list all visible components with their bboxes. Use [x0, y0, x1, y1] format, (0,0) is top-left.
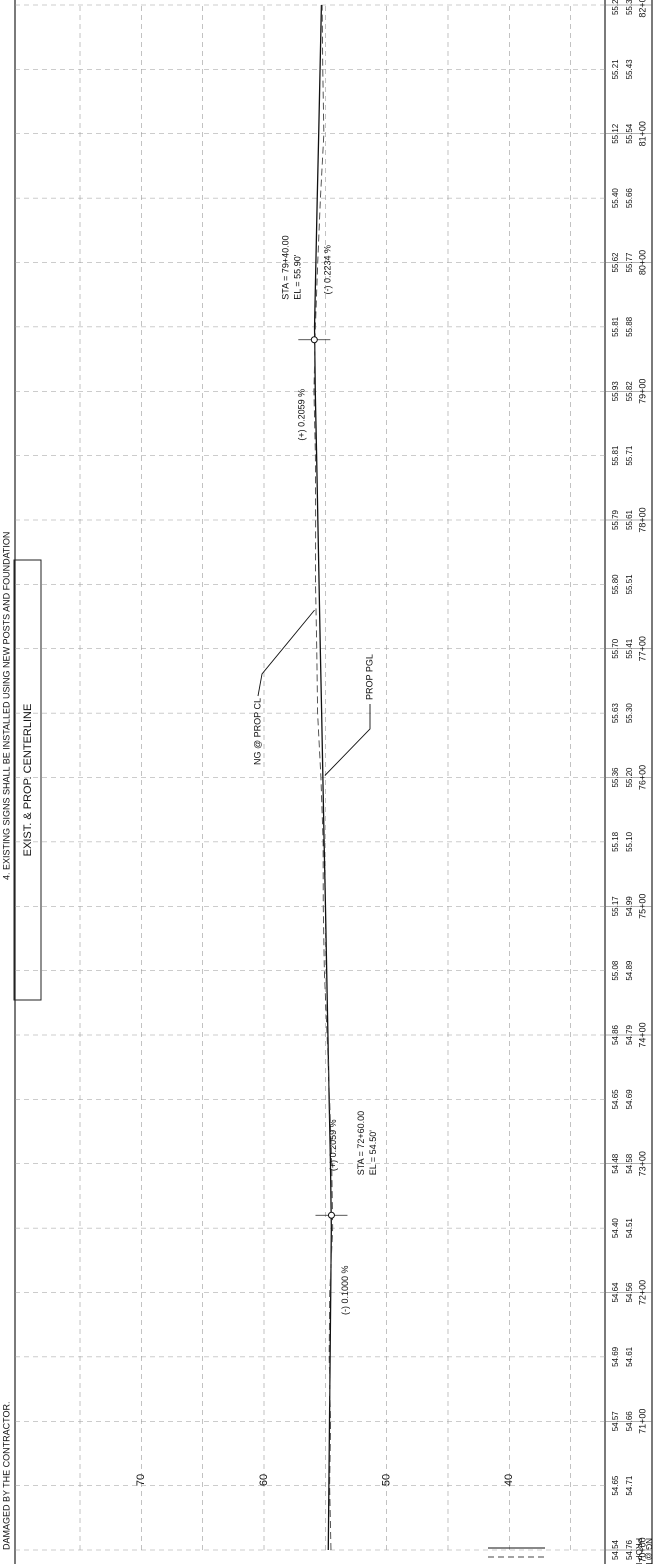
x-tick-label: 75+00 [637, 894, 647, 919]
annotation: NG @ PROP CL [252, 698, 262, 765]
leader [324, 704, 371, 776]
value-label: 55.61 [625, 509, 634, 530]
value-label: 55.80 [611, 574, 620, 595]
value-label: 54.69 [611, 1346, 620, 1367]
value-label: 55.18 [611, 831, 620, 852]
pvi-elevation: EL = 55.90' [293, 254, 303, 299]
x-tick-label: 74+00 [637, 1022, 647, 1047]
value-label: 55.30 [625, 703, 634, 724]
value-label: 55.40 [611, 188, 620, 209]
title-box [13, 559, 42, 1001]
value-label: 54.56 [625, 1282, 634, 1303]
value-label: 54.57 [611, 1411, 620, 1432]
legend-label: NG @ PROP CL [644, 1538, 653, 1564]
x-tick-label: 82+00 [637, 0, 647, 18]
value-label: 55.12 [611, 123, 620, 144]
value-label: 55.77 [625, 252, 634, 273]
value-label: 54.51 [625, 1218, 634, 1239]
value-label: 55.70 [611, 638, 620, 659]
grade-label: (+) 0.2059 % [328, 1119, 338, 1171]
value-label: 55.41 [625, 638, 634, 659]
note: 4. EXISTING SIGNS SHALL BE INSTALLED USI… [1, 532, 11, 880]
grade-label: (-) 0.2234 % [323, 245, 333, 295]
value-label: 55.32 [625, 0, 634, 15]
annotation: PROP PGL [364, 654, 374, 700]
x-tick-label: 71+00 [637, 1409, 647, 1434]
value-label: 55.66 [625, 188, 634, 209]
y-tick-label: 70 [135, 1474, 147, 1486]
series-line [313, 4, 332, 1551]
leader [257, 609, 315, 697]
value-label: 55.93 [611, 381, 620, 402]
value-label: 55.79 [611, 509, 620, 530]
value-label: 55.63 [611, 703, 620, 724]
x-tick-label: 76+00 [637, 765, 647, 790]
value-label: 55.88 [625, 316, 634, 337]
pvi-station: STA = 79+40.00 [281, 235, 291, 299]
x-tick-label: 79+00 [637, 379, 647, 404]
value-label: 54.65 [611, 1089, 620, 1110]
legend: PROP PGLNG @ PROP CL [488, 1538, 653, 1564]
value-label: 54.99 [625, 896, 634, 917]
pvi-elevation: EL = 54.50' [368, 1130, 378, 1175]
x-tick-label: 70+00 [637, 1537, 647, 1562]
y-tick-label: 40 [503, 1474, 515, 1486]
value-label: 55.71 [625, 445, 634, 466]
pvi-station: STA = 72+60.00 [356, 1111, 366, 1175]
x-tick-label: 73+00 [637, 1151, 647, 1176]
value-label: 54.48 [611, 1153, 620, 1174]
value-label: 55.54 [625, 123, 634, 144]
value-label: 54.69 [625, 1089, 634, 1110]
value-label: 55.20 [625, 767, 634, 788]
value-label: 54.58 [625, 1153, 634, 1174]
value-label: 55.10 [625, 831, 634, 852]
pvi-point [310, 336, 318, 344]
note: DAMAGED BY THE CONTRACTOR. [1, 1401, 11, 1550]
value-label: 55.36 [611, 767, 620, 788]
x-tick-label: 77+00 [637, 636, 647, 661]
value-label: 54.54 [611, 1539, 620, 1560]
x-tick-label: 80+00 [637, 250, 647, 275]
value-label: 55.62 [611, 252, 620, 273]
y-tick-label: 50 [381, 1474, 393, 1486]
value-label: 54.71 [625, 1475, 634, 1496]
value-label: 54.66 [625, 1411, 634, 1432]
value-label: 55.81 [611, 445, 620, 466]
value-label: 54.40 [611, 1218, 620, 1239]
value-label: 55.82 [625, 381, 634, 402]
x-tick-label: 81+00 [637, 121, 647, 146]
value-label: 55.17 [611, 896, 620, 917]
value-label: 54.76 [625, 1539, 634, 1560]
value-label: 55.81 [611, 316, 620, 337]
grade-label: (-) 0.1000 % [340, 1265, 350, 1315]
pvi-point [327, 1211, 335, 1219]
value-label: 54.89 [625, 960, 634, 981]
x-tick-label: 72+00 [637, 1280, 647, 1305]
value-label: 55.51 [625, 574, 634, 595]
value-label: 54.79 [625, 1024, 634, 1045]
chart-title: EXIST. & PROP. CENTERLINE [22, 704, 34, 857]
value-label: 54.65 [611, 1475, 620, 1496]
grade-label: (+) 0.2059 % [297, 389, 307, 441]
value-label: 55.08 [611, 960, 620, 981]
value-label: 55.21 [611, 59, 620, 80]
y-tick-label: 60 [258, 1474, 270, 1486]
value-label: 55.26 [611, 0, 620, 15]
x-tick-label: 78+00 [637, 507, 647, 532]
value-label: 55.43 [625, 59, 634, 80]
value-label: 54.86 [611, 1024, 620, 1045]
value-label: 54.64 [611, 1282, 620, 1303]
series-line [313, 4, 334, 1551]
value-label: 54.61 [625, 1346, 634, 1367]
legend-label: PROP PGL [634, 1538, 643, 1564]
